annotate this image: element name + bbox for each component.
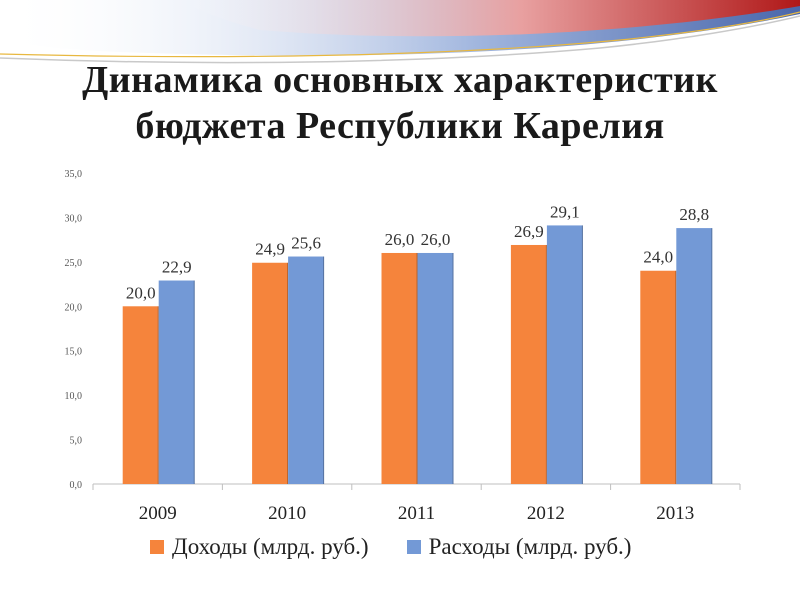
data-label-income: 24,0 (643, 248, 673, 267)
slide-title: Динамика основных характеристик бюджета … (0, 57, 800, 149)
y-tick-label: 15,0 (65, 347, 83, 358)
y-tick-label: 10,0 (65, 391, 83, 402)
data-label-expenses: 25,6 (291, 234, 321, 253)
decorative-header-swoosh (0, 0, 800, 64)
x-category-label: 2010 (268, 503, 306, 524)
legend-swatch-expenses (406, 540, 421, 554)
bar-expenses (546, 225, 583, 484)
legend-item-expenses: Расходы (млрд. руб.) (406, 534, 632, 560)
data-label-expenses: 29,1 (550, 202, 580, 221)
bar-expenses (676, 228, 713, 484)
slide-title-line1: Динамика основных характеристик (82, 59, 718, 101)
y-tick-label: 35,0 (65, 169, 83, 180)
bar-expenses (288, 256, 325, 484)
data-label-income: 20,0 (126, 283, 156, 302)
legend-swatch-income (150, 540, 164, 554)
y-tick-label: 25,0 (65, 258, 83, 269)
y-tick-label: 0,0 (70, 480, 83, 491)
slide-title-line2: бюджета Республики Карелия (135, 105, 665, 147)
bar-expenses (417, 252, 454, 484)
bar-expenses (158, 280, 195, 484)
data-label-income: 26,9 (514, 222, 544, 241)
y-tick-label: 5,0 (70, 436, 83, 447)
bar-income (252, 262, 289, 484)
bar-income (122, 306, 159, 484)
x-category-label: 2013 (656, 503, 694, 524)
bar-income (381, 252, 418, 484)
y-tick-label: 20,0 (65, 302, 83, 313)
data-label-expenses: 22,9 (162, 258, 192, 277)
x-category-label: 2011 (398, 503, 435, 524)
legend-label-expenses: Расходы (млрд. руб.) (428, 534, 632, 559)
data-label-income: 26,0 (385, 230, 415, 249)
y-tick-label: 30,0 (65, 213, 83, 224)
data-label-expenses: 26,0 (421, 230, 451, 249)
x-category-label: 2009 (139, 503, 177, 524)
legend-label-income: Доходы (млрд. руб.) (172, 534, 369, 559)
data-label-expenses: 28,8 (679, 205, 709, 224)
chart-legend: Доходы (млрд. руб.) Расходы (млрд. руб.) (150, 532, 669, 562)
x-category-label: 2012 (527, 503, 565, 524)
bar-income (510, 244, 547, 484)
bar-income (640, 270, 677, 484)
legend-item-income: Доходы (млрд. руб.) (150, 534, 369, 560)
data-label-income: 24,9 (255, 240, 285, 259)
